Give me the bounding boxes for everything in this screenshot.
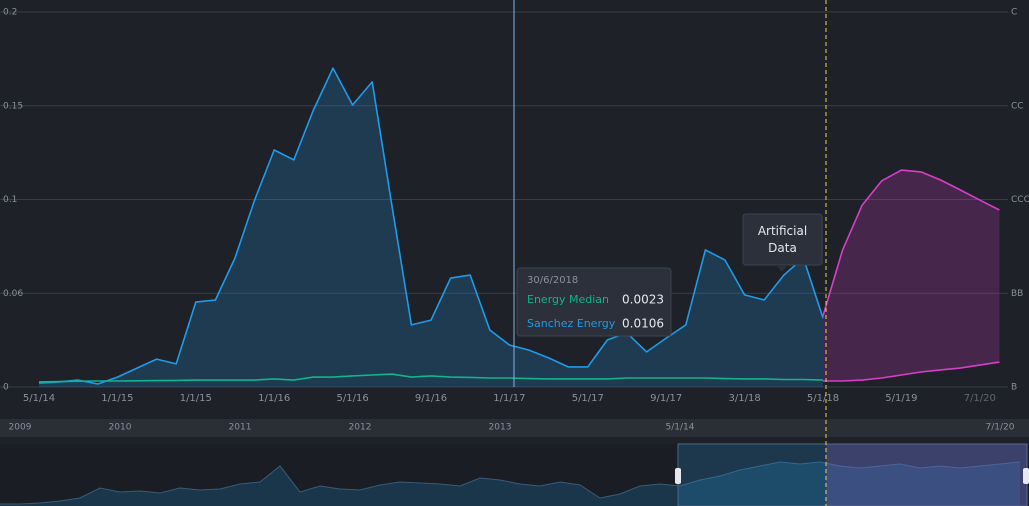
y2-tick-label: CCC — [1011, 195, 1029, 205]
y-tick-label: 0.06 — [3, 289, 23, 299]
navigator-tick-label: 2010 — [109, 423, 132, 433]
navigator-handle — [1023, 468, 1029, 484]
navigator-handle — [675, 468, 681, 484]
tooltip-label: Sanchez Energy — [527, 317, 616, 330]
tooltip-value: 0.0023 — [622, 293, 664, 307]
navigator-tick-label: 2009 — [9, 423, 32, 433]
navigator-line — [0, 461, 1021, 505]
tooltip-label: Energy Median — [527, 293, 609, 306]
x-tick-label: 1/1/15 — [180, 393, 212, 404]
navigator-tick-label: 2013 — [489, 423, 512, 433]
x-tick-label: 1/1/17 — [493, 393, 525, 404]
navigator-background — [0, 444, 1029, 506]
line — [38, 373, 824, 383]
tooltip: 30/6/2018 Energy Median 0.0023 Sanchez E… — [516, 267, 672, 337]
x-tick-label: 5/1/14 — [23, 393, 55, 404]
tooltip-date: 30/6/2018 — [527, 275, 578, 286]
area — [823, 170, 1000, 381]
y-tick-label: 0.2 — [3, 8, 17, 18]
x-tick-label: 5/1/19 — [885, 393, 917, 404]
x-tick-label: 1/1/15 — [101, 393, 133, 404]
x-tick-label: 9/1/17 — [650, 393, 682, 404]
y2-tick-label: B — [1011, 383, 1017, 393]
navigator-tick-label: 7/1/20 — [986, 423, 1015, 433]
y-tick-label: 0 — [3, 383, 9, 393]
navigator-selection-future — [826, 444, 1027, 506]
navigator-area — [0, 462, 1020, 506]
annotation: Artificial Data — [742, 213, 823, 272]
line — [823, 361, 1000, 382]
navigator-axis-band — [0, 419, 1029, 437]
y-tick-label: 0.1 — [3, 195, 17, 205]
overlay: 30/6/2018 Energy Median 0.0023 Sanchez E… — [513, 0, 827, 506]
y2-tick-label: BB — [1011, 289, 1023, 299]
navigator-tick-label: 2011 — [229, 423, 252, 433]
x-tick-label: 7/1/20 — [964, 393, 996, 404]
line — [38, 67, 824, 385]
y2-tick-label: CC — [1011, 101, 1024, 111]
x-tick-label: 1/1/16 — [258, 393, 290, 404]
navigator-tick-label: 2012 — [349, 423, 372, 433]
annotation-text: Artificial Data — [757, 223, 808, 255]
tooltip-value: 0.0106 — [622, 317, 664, 331]
annotation-holder: Artificial Data — [757, 223, 808, 255]
x-tick-label: 5/1/18 — [807, 393, 839, 404]
tooltip-box — [516, 267, 672, 337]
navigator-tick-label: 5/1/14 — [666, 423, 695, 433]
navigator: 2009 2010 2011 2012 2013 5/1/14 7/1/20 — [0, 423, 1029, 506]
x-tick-label: 9/1/16 — [415, 393, 447, 404]
line — [822, 169, 1000, 317]
x-tick-label: 3/1/18 — [729, 393, 761, 404]
y2-tick-label: C — [1011, 8, 1017, 18]
y-tick-label: 0.15 — [3, 101, 23, 111]
annotation-pointer — [776, 265, 788, 272]
area — [39, 68, 823, 387]
x-tick-label: 5/1/17 — [572, 393, 604, 404]
x-tick-label: 5/1/16 — [337, 393, 369, 404]
